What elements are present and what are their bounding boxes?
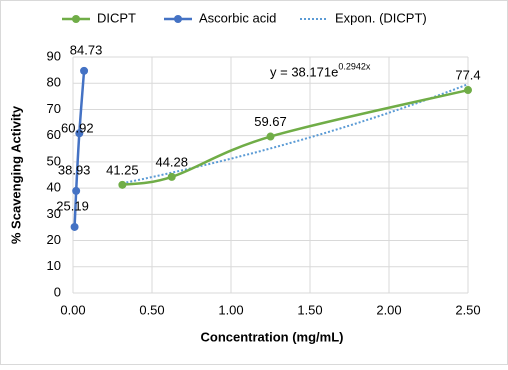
legend-label: Ascorbic acid: [199, 10, 276, 25]
data-point: [75, 129, 84, 138]
y-axis-title: % Scavenging Activity: [8, 105, 23, 244]
data-label: 41.25: [106, 162, 139, 177]
y-tick-label: 0: [54, 284, 61, 299]
data-label: 77.4: [455, 67, 480, 82]
series-line: [73, 70, 86, 228]
x-tick-label: 1.50: [297, 302, 322, 317]
x-tick-label: 2.00: [376, 302, 401, 317]
legend-label: Expon. (DICPT): [335, 10, 427, 25]
data-label: 84.73: [70, 42, 103, 57]
legend-marker: [174, 15, 182, 23]
data-point: [167, 172, 176, 181]
x-axis-title: Concentration (mg/mL): [201, 329, 344, 344]
legend-label: DICPT: [97, 10, 136, 25]
data-point: [118, 180, 127, 189]
y-tick-label: 20: [47, 232, 61, 247]
x-tick-label: 0.50: [139, 302, 164, 317]
data-label: 25.19: [56, 198, 89, 213]
x-tick-label: 0.00: [60, 302, 85, 317]
data-label: 59.67: [254, 114, 287, 129]
x-tick-label: 2.50: [455, 302, 480, 317]
data-point: [464, 86, 472, 95]
series-line: [122, 88, 469, 187]
y-tick-label: 80: [47, 75, 61, 90]
y-tick-label: 30: [47, 206, 61, 221]
data-label: 38.93: [58, 162, 91, 177]
data-label: 60.92: [61, 121, 94, 136]
data-point: [70, 222, 79, 231]
y-tick-label: 90: [47, 48, 61, 63]
data-point: [72, 186, 81, 195]
y-tick-label: 60: [47, 127, 61, 142]
y-tick-label: 40: [47, 180, 61, 195]
data-label: 44.28: [155, 154, 188, 169]
data-point: [80, 66, 89, 75]
y-tick-label: 70: [47, 101, 61, 116]
x-tick-label: 1.00: [218, 302, 243, 317]
trendline-equation: y = 38.171e: [270, 64, 338, 79]
data-point: [266, 132, 275, 141]
y-tick-label: 50: [47, 153, 61, 168]
trendline: [122, 83, 469, 185]
y-tick-label: 10: [47, 258, 61, 273]
trendline-exponent: 0.2942x: [338, 61, 371, 71]
legend-marker: [72, 15, 80, 23]
